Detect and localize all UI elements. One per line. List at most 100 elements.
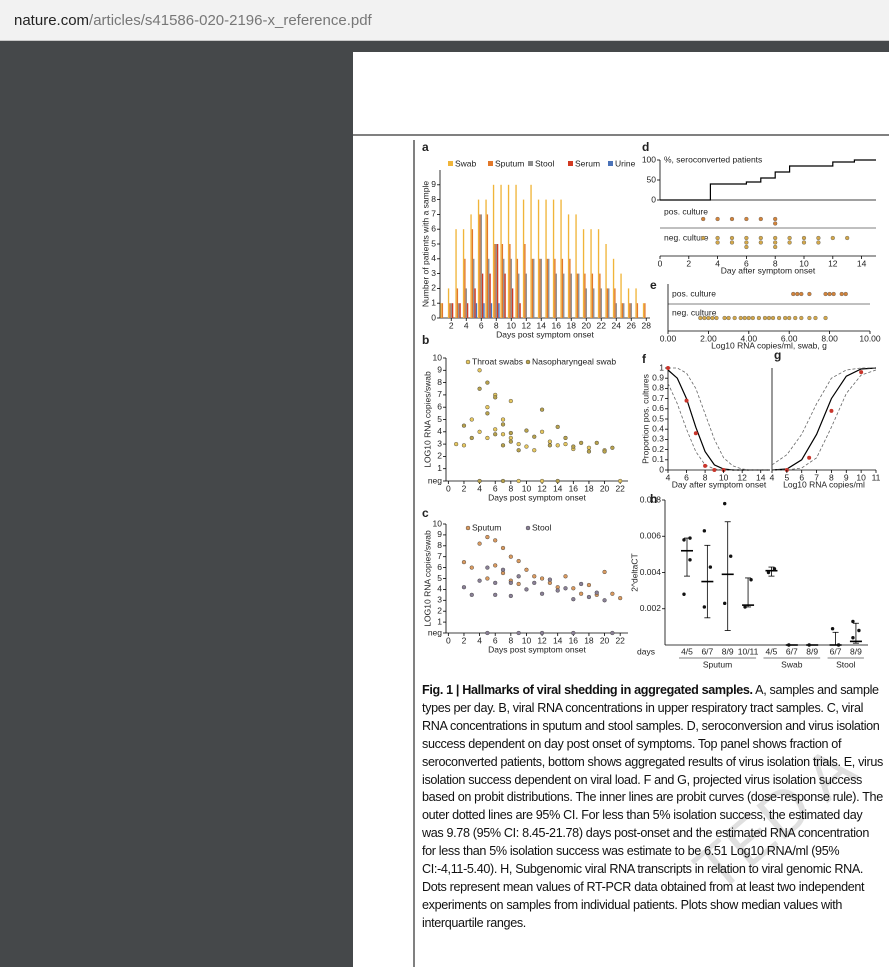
legend-swatch bbox=[608, 161, 613, 166]
point bbox=[702, 529, 707, 533]
point bbox=[485, 380, 490, 385]
culture-dot bbox=[706, 315, 711, 321]
y-tick-label: 5 bbox=[437, 414, 442, 424]
point bbox=[485, 405, 490, 410]
observed-dot bbox=[693, 431, 698, 436]
bar bbox=[498, 303, 500, 318]
observed-dot bbox=[666, 366, 670, 370]
culture-dot bbox=[773, 244, 778, 250]
x-tick-label: 4 bbox=[666, 472, 671, 482]
x-tick-label: 12 bbox=[537, 483, 547, 493]
bar bbox=[575, 214, 577, 318]
culture-dot bbox=[770, 315, 776, 321]
row-label: pos. culture bbox=[664, 206, 708, 216]
bar bbox=[494, 244, 496, 318]
bar bbox=[615, 303, 617, 318]
point bbox=[586, 594, 592, 600]
bar bbox=[555, 273, 557, 318]
y-tick-label: 0.4 bbox=[652, 423, 664, 433]
x-tick-label: 4.00 bbox=[741, 333, 758, 343]
x-tick-label: 18 bbox=[584, 635, 594, 645]
legend-swatch bbox=[568, 161, 573, 166]
x-tick-label: 10/11 bbox=[738, 646, 759, 656]
caption: Fig. 1 | Hallmarks of viral shedding in … bbox=[422, 682, 884, 933]
bar bbox=[600, 288, 602, 318]
panel-label: c bbox=[422, 506, 429, 520]
y-tick-label: 1 bbox=[437, 463, 442, 473]
point bbox=[563, 574, 568, 579]
x-tick-label: 14 bbox=[553, 483, 563, 493]
x-tick-label: 12 bbox=[828, 258, 838, 268]
bar bbox=[614, 288, 616, 318]
x-tick-label: 6/7 bbox=[786, 646, 798, 656]
bar bbox=[531, 258, 534, 318]
x-tick-label: 8/9 bbox=[850, 646, 862, 656]
bar bbox=[441, 303, 444, 318]
x-tick-label: 2.00 bbox=[700, 333, 717, 343]
bar bbox=[515, 184, 517, 318]
bar bbox=[449, 303, 451, 318]
curve bbox=[667, 369, 770, 471]
y-tick-label: 0.004 bbox=[640, 567, 662, 577]
y-tick-label: 0.002 bbox=[640, 603, 662, 613]
culture-dot bbox=[726, 315, 731, 321]
point bbox=[485, 565, 490, 570]
bar bbox=[509, 244, 511, 318]
y-tick-label: 4 bbox=[437, 584, 442, 594]
point bbox=[836, 643, 841, 647]
x-tick-label: 8 bbox=[829, 472, 834, 482]
culture-dot bbox=[758, 216, 763, 222]
y-tick-label: 8 bbox=[431, 194, 436, 204]
culture-dot bbox=[801, 235, 807, 241]
row-label: neg. culture bbox=[664, 232, 709, 242]
point bbox=[516, 581, 521, 587]
point bbox=[547, 577, 552, 582]
x-tick-label: 6 bbox=[744, 258, 749, 268]
bar bbox=[539, 258, 541, 318]
x-tick-label: 8 bbox=[773, 258, 778, 268]
x-tick-label: 6 bbox=[493, 635, 498, 645]
x-tick-label: 8/9 bbox=[806, 646, 818, 656]
bar bbox=[471, 229, 474, 318]
culture-dot bbox=[787, 240, 792, 245]
address[interactable]: nature.com/articles/s41586-020-2196-x_re… bbox=[14, 12, 372, 29]
culture-dot bbox=[827, 291, 832, 297]
step-line bbox=[660, 159, 876, 201]
point bbox=[571, 444, 576, 449]
point bbox=[610, 445, 615, 450]
culture-dot bbox=[732, 315, 737, 321]
legend-label: Sputum bbox=[495, 158, 524, 168]
bar bbox=[490, 303, 493, 318]
point bbox=[555, 478, 560, 484]
x-tick-label: 6 bbox=[684, 472, 689, 482]
legend-marker bbox=[525, 525, 531, 531]
curve bbox=[771, 367, 876, 466]
curve bbox=[772, 369, 877, 471]
bar bbox=[629, 303, 631, 318]
x-axis-label: Days post symptom onset bbox=[496, 329, 594, 339]
point bbox=[477, 541, 482, 546]
bar bbox=[635, 288, 637, 318]
y-tick-label: 0 bbox=[659, 464, 664, 474]
x-tick-label: 4 bbox=[477, 483, 482, 493]
point bbox=[702, 605, 707, 609]
bar bbox=[480, 214, 482, 318]
panel-label: g bbox=[774, 348, 781, 362]
y-tick-label: 6 bbox=[437, 401, 442, 411]
bar bbox=[500, 184, 502, 318]
culture-dot bbox=[742, 315, 747, 321]
point bbox=[547, 439, 552, 444]
point bbox=[787, 643, 791, 647]
bar bbox=[563, 273, 565, 318]
culture-dot bbox=[758, 240, 763, 245]
bar bbox=[605, 244, 607, 318]
bar bbox=[455, 229, 457, 318]
x-axis-label: Day after symptom onset bbox=[721, 265, 816, 275]
x-tick-label: 8 bbox=[494, 320, 499, 330]
bar bbox=[560, 199, 562, 318]
x-tick-label: 14 bbox=[553, 635, 563, 645]
culture-dot bbox=[799, 315, 804, 321]
bar bbox=[450, 303, 452, 318]
y-tick-label: 1 bbox=[437, 616, 442, 626]
